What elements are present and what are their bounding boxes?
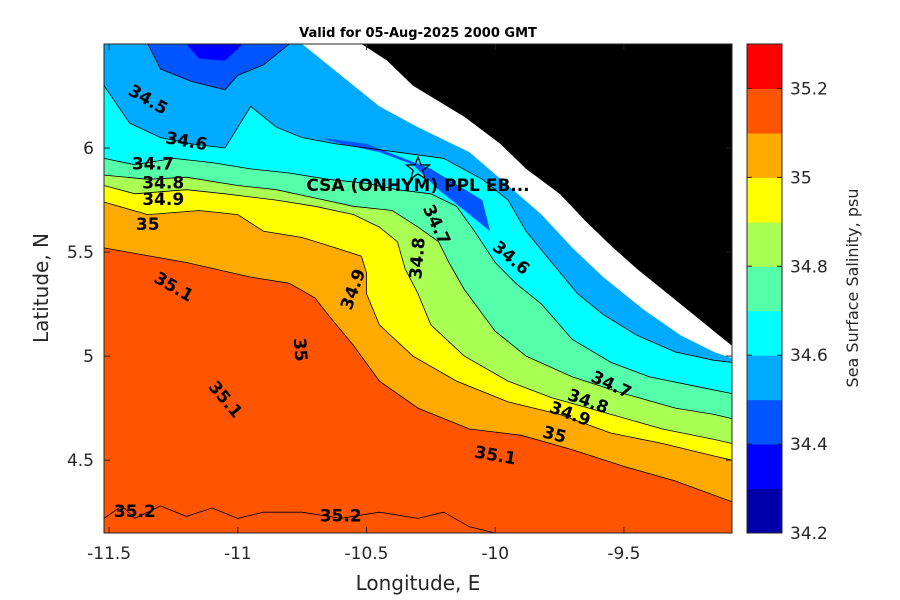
contour-line-35-2	[104, 505, 496, 533]
y-tick-label: 5.5	[67, 243, 94, 263]
x-tick-label: -11	[224, 544, 252, 564]
x-axis: -11.5 -11 -10.5 -10 -9.5	[87, 44, 640, 564]
colorbar-level	[747, 44, 782, 89]
colorbar: 34.2 34.4 34.6 34.8 35 35.2	[746, 43, 828, 544]
colorbar-ticks: 34.2 34.4 34.6 34.8 35 35.2	[747, 79, 828, 544]
contour-line-34-7	[104, 157, 732, 394]
colorbar-tick-label: 34.4	[790, 435, 828, 455]
site-label: CSA (ONHYM) PPL EB...	[306, 176, 529, 196]
contour-line-34-6	[104, 85, 732, 363]
x-axis-label: Longitude, E	[356, 571, 481, 595]
colorbar-label: Sea Surface Salinity, psu	[843, 189, 862, 388]
y-tick-label: 6	[83, 139, 94, 159]
colorbar-level	[747, 310, 782, 356]
x-tick-label: -11.5	[87, 544, 131, 564]
colorbar-tick-label: 34.6	[790, 346, 828, 366]
colorbar-level	[747, 444, 782, 490]
contour-label: 35	[289, 337, 311, 362]
y-tick-label: 5	[83, 347, 94, 367]
colorbar-level	[747, 221, 782, 267]
site-layer: CSA (ONHYM) PPL EB...	[306, 155, 530, 196]
x-tick-label: -10	[481, 544, 509, 564]
contour-label: 35.2	[114, 502, 156, 522]
colorbar-level	[747, 399, 782, 445]
colorbar-level	[747, 132, 782, 178]
colorbar-tick-label: 34.2	[790, 524, 828, 544]
land-layer	[104, 44, 732, 359]
salinity-region-9	[186, 44, 243, 61]
contour-label: 34.8	[406, 237, 430, 281]
colorbar-level	[747, 266, 782, 312]
plot-area: 35.2 35.235.135.135.135353534.934.934.934…	[104, 44, 732, 533]
colorbar-level	[747, 88, 782, 134]
y-tick-label: 4.5	[67, 451, 94, 471]
contour-label: 34.7	[132, 155, 174, 175]
y-axis-label: Latitude, N	[29, 233, 53, 343]
colorbar-frame	[746, 43, 783, 534]
contour-line-34-8	[104, 174, 732, 419]
site-star-icon	[404, 155, 432, 181]
salinity-region-8	[320, 137, 491, 232]
colorbar-tick-label: 34.8	[790, 257, 828, 277]
x-tick-label: -10.5	[345, 544, 389, 564]
contour-line-35-1	[104, 247, 732, 503]
contour-line-34-5	[147, 44, 290, 91]
colorbar-level	[747, 177, 782, 223]
contour-label: 34.9	[142, 190, 184, 210]
contour-label: 35.2	[320, 506, 362, 526]
contour-line-34-9	[104, 185, 732, 444]
chart-title: Valid for 05-Aug-2025 2000 GMT	[299, 26, 537, 41]
colorbar-fills	[747, 44, 782, 534]
contour-label: 35	[136, 215, 160, 235]
colorbar-tick-label: 35.2	[790, 79, 828, 99]
salinity-region-7	[147, 44, 290, 90]
plot-frame	[103, 43, 733, 534]
contour-lines	[104, 44, 732, 533]
contour-line-35	[104, 201, 732, 461]
colorbar-level	[747, 355, 782, 401]
colorbar-level	[747, 488, 782, 534]
contour-label: 34.8	[142, 173, 184, 193]
land-mass	[361, 44, 732, 346]
colorbar-tick-label: 35	[790, 168, 812, 188]
x-tick-label: -9.5	[607, 544, 640, 564]
y-axis: 4.5 5 5.5 6	[67, 139, 732, 471]
